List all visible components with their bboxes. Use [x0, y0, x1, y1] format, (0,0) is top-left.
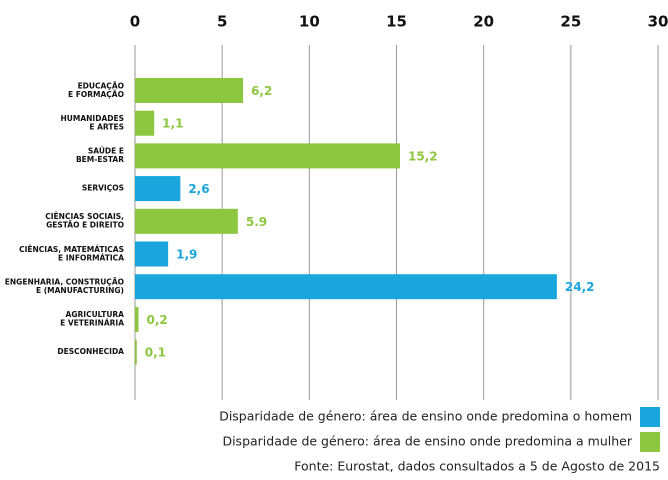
legend-swatch — [640, 432, 660, 452]
x-tick-label: 10 — [299, 13, 320, 31]
x-tick-label: 15 — [386, 13, 407, 31]
category-label: AGRICULTURA E VETERINÁRIA — [60, 310, 124, 328]
x-tick-label: 0 — [130, 13, 140, 31]
category-label: EDUCAÇÃO E FORMAÇÃO — [68, 81, 124, 99]
category-label: CIÊNCIAS, MATEMÁTICAS E INFORMÁTICA — [19, 245, 124, 263]
value-label: 1,9 — [176, 248, 197, 262]
bar — [135, 208, 238, 234]
x-tick-label: 20 — [473, 13, 494, 31]
value-label: 5.9 — [246, 215, 267, 229]
bar — [135, 78, 244, 103]
value-label: 24,2 — [565, 280, 595, 294]
legend-label: Disparidade de género: área de ensino on… — [219, 409, 632, 424]
x-tick-label: 5 — [217, 13, 227, 31]
category-label: DESCONHECIDA — [57, 347, 124, 356]
bar — [135, 306, 139, 332]
value-label: 0,1 — [145, 346, 166, 360]
value-label: 15,2 — [408, 149, 438, 163]
value-label: 2,6 — [188, 182, 209, 196]
category-label: SERVIÇOS — [82, 184, 124, 193]
bar — [135, 110, 155, 136]
value-label: 0,2 — [146, 313, 167, 327]
value-label: 1,1 — [162, 117, 183, 131]
legend-swatch — [640, 407, 660, 427]
bar — [135, 241, 169, 267]
value-label: 6,2 — [251, 84, 272, 98]
category-label: ENGENHARIA, CONSTRUÇÃO E (MANUFACTURING) — [5, 277, 124, 295]
bar — [135, 176, 181, 202]
source: Fonte: Eurostat, dados consultados a 5 d… — [294, 459, 660, 474]
category-label: SAÚDE E BEM-ESTAR — [76, 147, 124, 165]
category-label: CIÊNCIAS SOCIAIS, GESTÃO E DIREITO — [45, 212, 124, 230]
bar — [135, 274, 557, 300]
legend-label: Disparidade de género: área de ensino on… — [222, 434, 632, 449]
bar — [135, 143, 400, 169]
x-tick-label: 30 — [648, 13, 668, 31]
x-tick-label: 25 — [560, 13, 581, 31]
category-label: HUMANIDADES E ARTES — [61, 114, 124, 132]
bar — [135, 339, 137, 365]
